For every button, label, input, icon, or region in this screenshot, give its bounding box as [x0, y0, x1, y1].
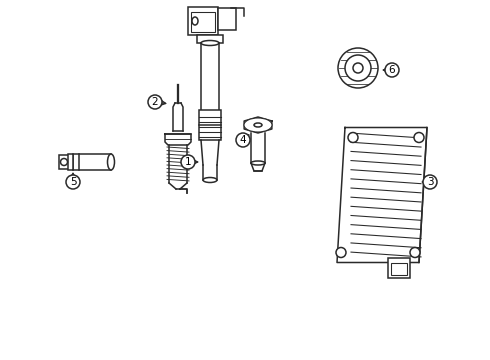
- Circle shape: [414, 132, 424, 143]
- Ellipse shape: [251, 161, 265, 165]
- Circle shape: [148, 95, 162, 109]
- Circle shape: [336, 248, 346, 257]
- Text: 5: 5: [70, 177, 76, 187]
- Bar: [199, 110, 221, 140]
- Bar: [188, 7, 218, 35]
- Bar: [391, 262, 407, 275]
- Text: 1: 1: [185, 157, 191, 167]
- Circle shape: [66, 175, 80, 189]
- Bar: [68, 154, 73, 170]
- Ellipse shape: [254, 123, 262, 127]
- Bar: [218, 8, 236, 30]
- Circle shape: [236, 133, 250, 147]
- Text: 6: 6: [389, 65, 395, 75]
- Ellipse shape: [203, 177, 217, 183]
- Circle shape: [60, 158, 68, 166]
- Circle shape: [348, 132, 358, 143]
- Text: 4: 4: [240, 135, 246, 145]
- Text: 3: 3: [427, 177, 433, 187]
- Circle shape: [385, 63, 399, 77]
- Ellipse shape: [244, 118, 272, 132]
- Circle shape: [353, 63, 363, 73]
- Bar: [388, 257, 410, 278]
- Ellipse shape: [107, 154, 115, 170]
- Circle shape: [181, 155, 195, 169]
- Text: 2: 2: [152, 97, 158, 107]
- Circle shape: [338, 48, 378, 88]
- Bar: [197, 35, 223, 43]
- Bar: [59, 155, 73, 169]
- Ellipse shape: [192, 17, 198, 25]
- Circle shape: [423, 175, 437, 189]
- Bar: [191, 12, 215, 32]
- Ellipse shape: [201, 41, 219, 45]
- Circle shape: [410, 248, 420, 257]
- Circle shape: [345, 55, 371, 81]
